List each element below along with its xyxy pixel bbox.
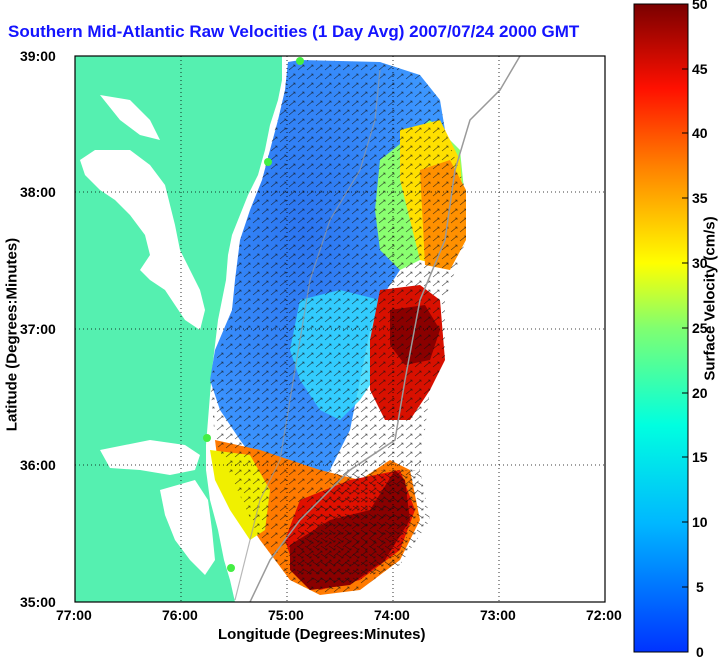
x-tick-label: 74:00: [374, 607, 410, 623]
station-marker: [264, 158, 272, 166]
colorbar-tick-label: 5: [696, 579, 704, 595]
colorbar-tick-label: 35: [692, 190, 708, 206]
x-tick-label: 73:00: [480, 607, 516, 623]
map-title: Southern Mid-Atlantic Raw Velocities (1 …: [8, 22, 580, 41]
y-tick-label: 38:00: [20, 184, 56, 200]
y-tick-label: 39:00: [20, 48, 56, 64]
x-tick-label: 77:00: [56, 607, 92, 623]
albemarle-sound: [100, 440, 200, 475]
colorbar-ticks: [682, 3, 688, 653]
colorbar-tick-label: 15: [692, 449, 708, 465]
station-marker: [296, 57, 304, 65]
y-tick-label: 37:00: [20, 321, 56, 337]
x-tick-label: 72:00: [586, 607, 622, 623]
colorbar: [633, 3, 689, 653]
shelf-contour: [249, 56, 521, 602]
colorbar-tick-label: 45: [692, 61, 708, 77]
shelf-contour-inner: [234, 69, 381, 601]
colorbar-tick-label: 10: [692, 514, 708, 530]
x-tick-label: 76:00: [162, 607, 198, 623]
colorbar-tick-label: 25: [692, 320, 708, 336]
plot-border: [74, 55, 606, 603]
colorbar-label: Surface Velocity (cm/s): [701, 216, 719, 381]
colorbar-tick-label: 20: [692, 385, 708, 401]
y-tick-label: 36:00: [20, 457, 56, 473]
colorbar-tick-label: 40: [692, 125, 708, 141]
colorbar-tick-label: 0: [696, 644, 704, 660]
y-axis-label: Latitude (Degrees:Minutes): [3, 237, 21, 432]
station-marker: [227, 564, 235, 572]
x-tick-label: 75:00: [268, 607, 304, 623]
colorbar-tick-label: 50: [692, 0, 708, 12]
station-marker: [203, 434, 211, 442]
pamlico-sound: [160, 480, 215, 575]
grid-lines: [75, 56, 605, 602]
y-tick-label: 35:00: [20, 594, 56, 610]
x-axis-label: Longitude (Degrees:Minutes): [218, 626, 426, 643]
chesapeake-bay: [80, 150, 205, 330]
colorbar-tick-label: 30: [692, 255, 708, 271]
